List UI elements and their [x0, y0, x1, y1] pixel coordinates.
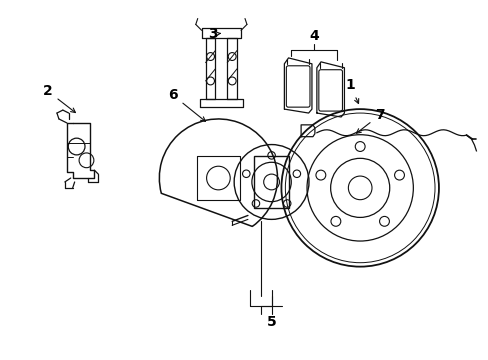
Text: 6: 6	[168, 88, 205, 121]
Text: 1: 1	[345, 78, 358, 103]
Text: 2: 2	[43, 84, 75, 113]
Text: 4: 4	[308, 29, 318, 43]
Text: 7: 7	[356, 108, 384, 133]
Bar	[253, 156, 289, 208]
Text: 3: 3	[207, 27, 220, 41]
Text: 5: 5	[266, 315, 276, 329]
